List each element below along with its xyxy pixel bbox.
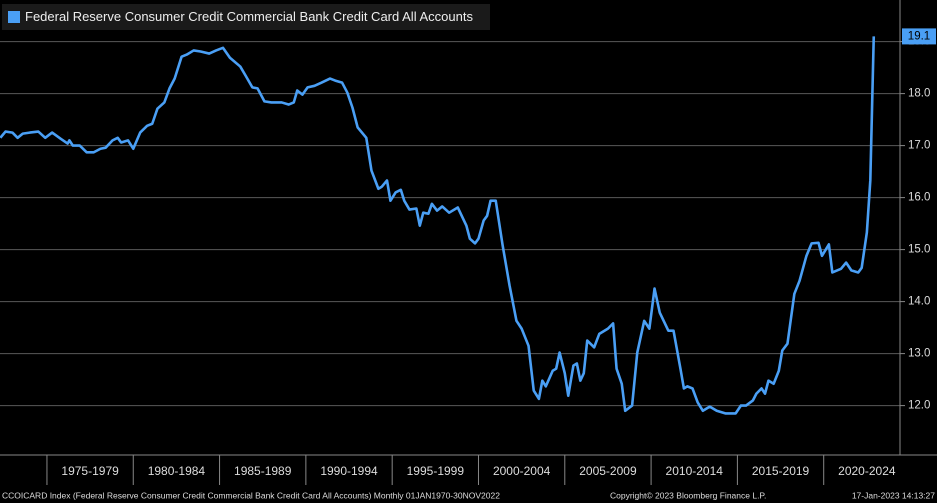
legend-background (2, 4, 490, 30)
legend: Federal Reserve Consumer Credit Commerci… (2, 4, 490, 30)
y-tick-label: 18.0 (908, 88, 930, 100)
y-tick-label: 14.0 (908, 296, 930, 308)
x-tick-label: 2010-2014 (666, 464, 724, 478)
y-tick-label: 13.0 (908, 348, 930, 360)
last-value-label: 19.1 (908, 30, 930, 42)
x-tick-label: 1995-1999 (407, 464, 465, 478)
legend-label: Federal Reserve Consumer Credit Commerci… (25, 9, 473, 24)
x-tick-label: 2020-2024 (838, 464, 896, 478)
x-tick-label: 1985-1989 (234, 464, 292, 478)
series-line (0, 36, 876, 415)
y-tick-label: 16.0 (908, 192, 930, 204)
x-tick-label: 2005-2009 (579, 464, 637, 478)
x-tick-label: 1980-1984 (148, 464, 206, 478)
y-tick-label: 15.0 (908, 244, 930, 256)
x-tick-label: 2000-2004 (493, 464, 551, 478)
legend-swatch (8, 11, 20, 23)
x-tick-label: 1975-1979 (61, 464, 119, 478)
y-tick-label: 12.0 (908, 400, 930, 412)
footer-source: CCOICARD Index (Federal Reserve Consumer… (2, 490, 500, 500)
last-value-box (902, 28, 936, 45)
x-tick-label: 2015-2019 (752, 464, 810, 478)
x-tick-label: 1990-1994 (320, 464, 378, 478)
footer-copyright: Copyright© 2023 Bloomberg Finance L.P. (610, 490, 766, 500)
footer-timestamp: 17-Jan-2023 14:13:27 (852, 490, 935, 500)
y-tick-label: 17.0 (908, 140, 930, 152)
